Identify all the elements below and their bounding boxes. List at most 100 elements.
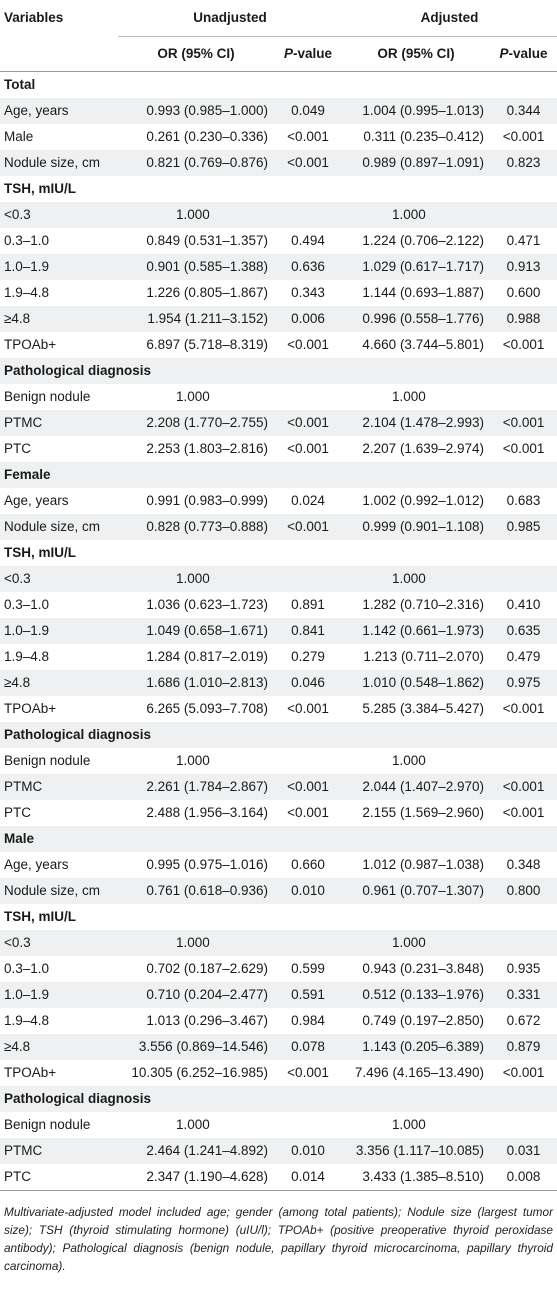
p-value-unadjusted: <0.001 (287, 701, 329, 716)
or-ci-unadjusted: 0.710 (0.204–2.477) (118, 982, 274, 1008)
p-value-unadjusted: 0.010 (274, 878, 343, 904)
table-row: 0.3–1.0 0.849 (0.531–1.357) 0.494 1.224 (0.… (0, 228, 557, 254)
or-ci-unadjusted: 3.556 (0.869–14.546) (118, 1034, 274, 1060)
p-value-adjusted: 0.672 (506, 1013, 541, 1028)
row-label: PTMC (0, 410, 118, 436)
or-ci-unadjusted: 1.284 (0.817–2.019) (146, 649, 268, 664)
section-title: Female (0, 462, 557, 488)
table-row: PTC 2.488 (1.956–3.164) <0.001 2.155 (1.569… (0, 800, 557, 826)
or-ci-adjusted: 1.000 (392, 389, 426, 404)
or-ci-unadjusted: 0.995 (0.975–1.016) (146, 857, 268, 872)
table-row: PTMC 2.464 (1.241–4.892) 0.010 3.356 (1.117… (0, 1138, 557, 1164)
p-value-unadjusted (274, 384, 342, 410)
row-label: 1.9–4.8 (4, 1013, 50, 1028)
row-label: Nodule size, cm (0, 150, 118, 176)
section-row: Pathological diagnosis (0, 1086, 557, 1112)
row-label: Benign nodule (4, 753, 91, 768)
p-value-adjusted: 0.913 (490, 254, 557, 280)
p-value-unadjusted (274, 930, 343, 956)
p-value-adjusted (490, 202, 557, 228)
table-row: Age, years 0.995 (0.975–1.016) 0.660 1.012 … (0, 852, 557, 878)
or-ci-adjusted: 1.012 (0.987–1.038) (362, 857, 485, 872)
or-ci-unadjusted: 1.954 (1.211–3.152) (118, 306, 274, 332)
or-ci-adjusted: 1.000 (342, 566, 491, 592)
row-label: 1.0–1.9 (0, 982, 118, 1008)
row-label: Benign nodule (4, 1117, 91, 1132)
p-value-adjusted: 0.988 (490, 306, 557, 332)
or-ci-unadjusted: 2.208 (1.770–2.755) (118, 410, 274, 436)
or-ci-adjusted: 5.285 (3.384–5.427) (362, 701, 485, 716)
header-or-ci-unadjusted: OR (95% CI) (118, 36, 274, 72)
table-row: Benign nodule 1.000 1.000 (0, 384, 557, 410)
section-row: Total (0, 72, 557, 99)
section-row: TSH, mIU/L (0, 540, 557, 566)
p-value-adjusted (490, 384, 557, 410)
p-value-adjusted: 0.879 (490, 1034, 557, 1060)
p-value-adjusted (490, 1112, 557, 1138)
or-ci-unadjusted: 10.305 (6.252–16.985) (131, 1065, 268, 1080)
or-ci-unadjusted: 1.036 (0.623–1.723) (146, 597, 268, 612)
or-ci-adjusted: 1.142 (0.661–1.973) (342, 618, 491, 644)
or-ci-adjusted: 1.282 (0.710–2.316) (362, 597, 485, 612)
p-value-unadjusted: 0.078 (274, 1034, 343, 1060)
table-row: Age, years 0.993 (0.985–1.000) 0.049 1.004 … (0, 98, 557, 124)
table-row: 1.9–4.8 1.013 (0.296–3.467) 0.984 0.749 (0.… (0, 1008, 557, 1034)
table-row: TPOAb+ 10.305 (6.252–16.985) <0.001 7.496 (… (0, 1060, 557, 1086)
or-ci-adjusted: 2.044 (1.407–2.970) (342, 774, 491, 800)
row-label: PTC (4, 441, 31, 456)
or-ci-adjusted: 0.989 (0.897–1.091) (342, 150, 491, 176)
p-value-adjusted: 0.683 (506, 493, 541, 508)
p-value-unadjusted: 0.984 (291, 1013, 325, 1028)
section-row: Pathological diagnosis (0, 358, 557, 384)
or-ci-adjusted: 3.356 (1.117–10.085) (342, 1138, 491, 1164)
row-label: ≥4.8 (0, 670, 118, 696)
row-label: TPOAb+ (4, 337, 57, 352)
p-value-adjusted: 0.008 (490, 1164, 557, 1191)
p-value-unadjusted: <0.001 (274, 514, 343, 540)
p-value-unadjusted (274, 748, 342, 774)
odds-ratio-table: Variables Unadjusted Adjusted OR (95% CI… (0, 0, 557, 1191)
row-label: 0.3–1.0 (4, 961, 50, 976)
table-row: Age, years 0.991 (0.983–0.999) 0.024 1.002 … (0, 488, 557, 514)
table-row: 0.3–1.0 1.036 (0.623–1.723) 0.891 1.282 (0.… (0, 592, 557, 618)
p-value-adjusted: 0.935 (506, 961, 541, 976)
table-row: <0.3 1.000 1.000 (0, 566, 557, 592)
table-row: Benign nodule 1.000 1.000 (0, 1112, 557, 1138)
or-ci-adjusted: 1.002 (0.992–1.012) (362, 493, 485, 508)
p-value-unadjusted: <0.001 (274, 410, 343, 436)
table-row: 1.9–4.8 1.284 (0.817–2.019) 0.279 1.213 (0.… (0, 644, 557, 670)
or-ci-unadjusted: 0.993 (0.985–1.000) (118, 98, 274, 124)
or-ci-unadjusted: 0.849 (0.531–1.357) (146, 233, 268, 248)
or-ci-adjusted: 0.999 (0.901–1.108) (342, 514, 491, 540)
section-title: Pathological diagnosis (0, 722, 557, 748)
p-value-unadjusted: 0.841 (274, 618, 343, 644)
row-label: 1.9–4.8 (4, 649, 50, 664)
row-label: 1.0–1.9 (0, 254, 118, 280)
p-value-adjusted: <0.001 (502, 337, 545, 352)
table-row: <0.3 1.000 1.000 (0, 202, 557, 228)
header-row-groups: Variables Unadjusted Adjusted (0, 0, 557, 37)
table-row: PTMC 2.261 (1.784–2.867) <0.001 2.044 (1.40… (0, 774, 557, 800)
p-value-adjusted: 0.471 (506, 233, 541, 248)
p-value-adjusted: 0.479 (506, 649, 541, 664)
or-ci-unadjusted: 2.261 (1.784–2.867) (118, 774, 274, 800)
header-p-value-adjusted: P-value (490, 36, 557, 72)
or-ci-unadjusted: 0.761 (0.618–0.936) (118, 878, 274, 904)
section-title: Male (0, 826, 557, 852)
or-ci-adjusted: 1.144 (0.693–1.887) (362, 285, 485, 300)
p-value-adjusted: <0.001 (502, 441, 545, 456)
or-ci-unadjusted: 1.000 (118, 566, 274, 592)
p-value-unadjusted: 0.010 (274, 1138, 343, 1164)
or-ci-unadjusted: 0.991 (0.983–0.999) (146, 493, 268, 508)
or-ci-adjusted: 0.311 (0.235–0.412) (363, 129, 485, 144)
or-ci-adjusted: 0.961 (0.707–1.307) (342, 878, 491, 904)
header-variables: Variables (4, 10, 64, 25)
p-value-adjusted: 0.344 (490, 98, 557, 124)
or-ci-unadjusted: 1.226 (0.805–1.867) (146, 285, 268, 300)
table-row: 1.9–4.8 1.226 (0.805–1.867) 0.343 1.144 (0.… (0, 280, 557, 306)
or-ci-adjusted: 2.104 (1.478–2.993) (342, 410, 491, 436)
p-value-adjusted: 0.600 (506, 285, 541, 300)
row-label: 1.0–1.9 (0, 618, 118, 644)
or-ci-adjusted: 1.000 (392, 753, 426, 768)
